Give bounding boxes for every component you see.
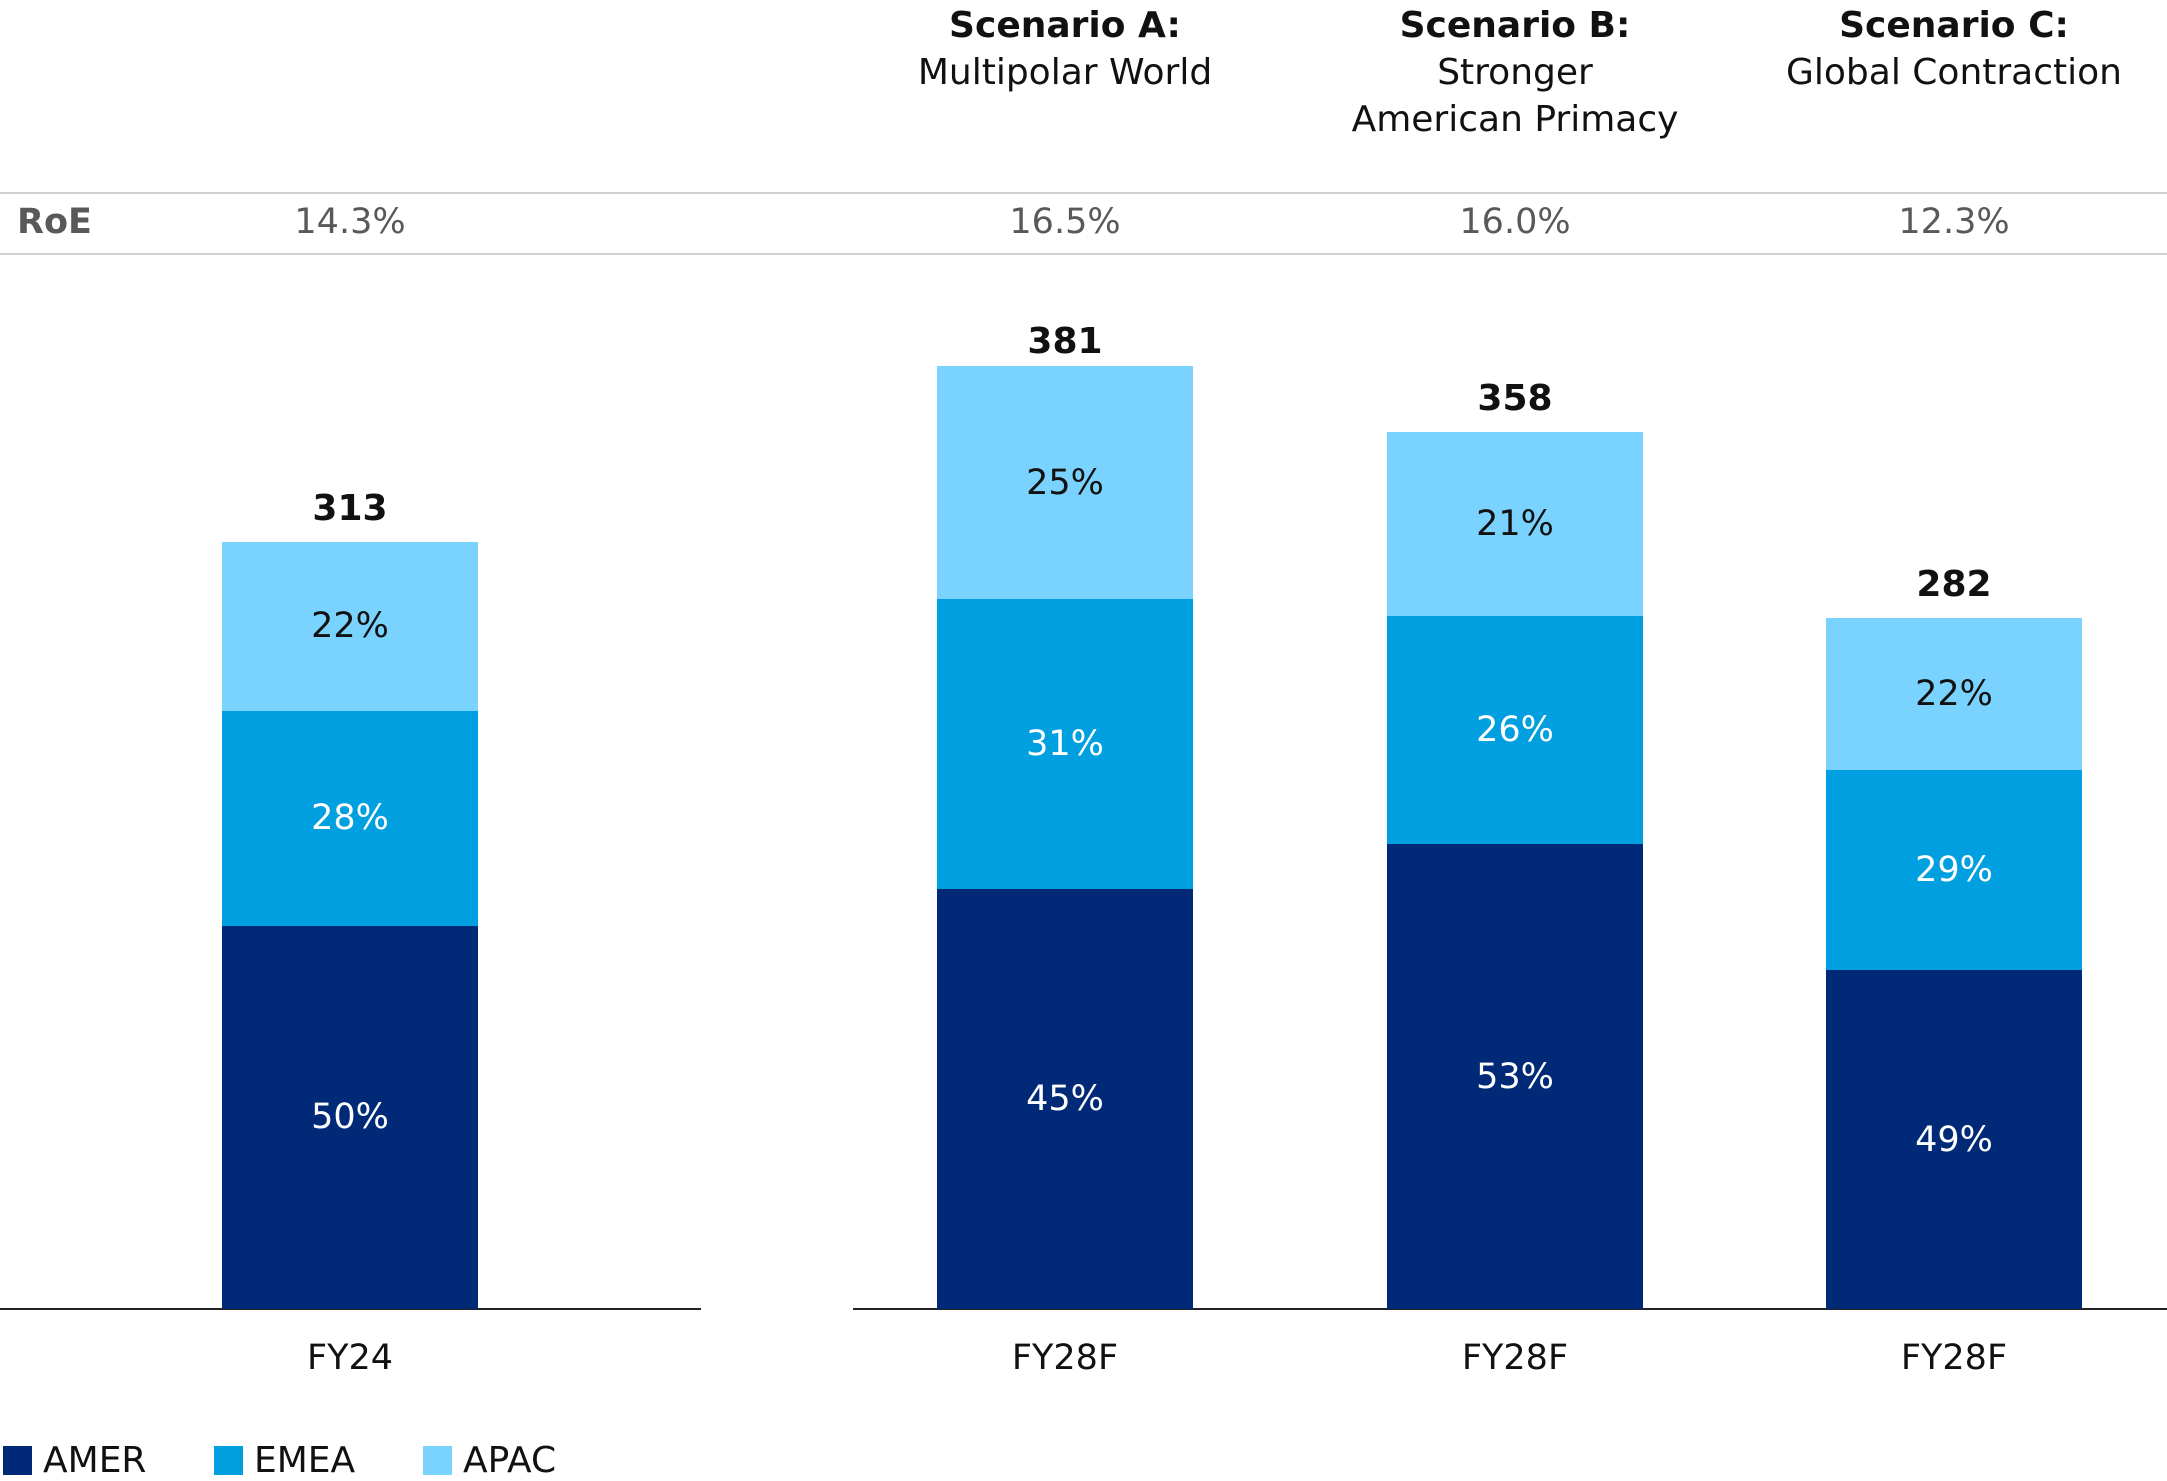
bar-segment-emea: 29% bbox=[1826, 770, 2082, 971]
bar-segment-emea: 31% bbox=[937, 599, 1193, 889]
segment-label: 28% bbox=[311, 798, 389, 839]
bar-segment-amer: 50% bbox=[222, 925, 478, 1309]
segment-label: 25% bbox=[1026, 462, 1104, 503]
scenario-title: Scenario A: bbox=[949, 5, 1181, 46]
roe-row-label: RoE bbox=[17, 202, 92, 242]
legend-label-amer: AMER bbox=[43, 1440, 147, 1481]
x-tick-label: FY24 bbox=[306, 1338, 394, 1378]
header-divider-top bbox=[0, 192, 2167, 194]
scenario-subtitle: Stronger American Primacy bbox=[1351, 52, 1679, 140]
x-tick-label: FY28F bbox=[1011, 1338, 1119, 1378]
bar-stack: 50% 28% 22% bbox=[222, 542, 478, 1309]
legend-swatch-amer bbox=[3, 1446, 32, 1475]
bar-segment-apac: 22% bbox=[1826, 617, 2082, 770]
legend-item-emea: EMEA bbox=[214, 1440, 355, 1481]
legend-swatch-apac bbox=[423, 1446, 452, 1475]
x-axis-line-right bbox=[853, 1308, 2167, 1310]
bar-stack: 53% 26% 21% bbox=[1387, 431, 1643, 1309]
bar-segment-apac: 22% bbox=[222, 542, 478, 711]
segment-label: 22% bbox=[1915, 673, 1993, 714]
roe-value: 16.0% bbox=[1459, 202, 1571, 242]
scenario-title: Scenario C: bbox=[1839, 5, 2069, 46]
legend-label-emea: EMEA bbox=[254, 1440, 356, 1481]
total-label: 358 bbox=[1477, 377, 1553, 419]
bar-segment-emea: 26% bbox=[1387, 615, 1643, 845]
total-label: 282 bbox=[1916, 563, 1992, 605]
scenario-header: Scenario C: Global Contraction bbox=[1786, 2, 2122, 96]
bar-segment-apac: 25% bbox=[937, 366, 1193, 600]
legend-swatch-emea bbox=[214, 1446, 243, 1475]
bar-segment-emea: 28% bbox=[222, 710, 478, 926]
segment-label: 49% bbox=[1915, 1119, 1993, 1160]
legend-item-amer: AMER bbox=[3, 1440, 146, 1481]
scenario-header: Scenario B: Stronger American Primacy bbox=[1352, 2, 1679, 143]
segment-label: 53% bbox=[1476, 1056, 1554, 1097]
roe-value: 14.3% bbox=[294, 202, 406, 242]
segment-label: 29% bbox=[1915, 850, 1993, 891]
roe-value: 16.5% bbox=[1009, 202, 1121, 242]
segment-label: 50% bbox=[311, 1097, 389, 1138]
segment-label: 26% bbox=[1476, 709, 1554, 750]
bar-stack: 45% 31% 25% bbox=[937, 366, 1193, 1309]
scenario-subtitle: Global Contraction bbox=[1786, 52, 2122, 93]
total-label: 381 bbox=[1027, 321, 1103, 363]
roe-value: 12.3% bbox=[1898, 202, 2010, 242]
header-divider-bottom bbox=[0, 253, 2167, 255]
total-label: 313 bbox=[312, 488, 388, 529]
segment-label: 22% bbox=[311, 606, 389, 647]
bar-segment-amer: 45% bbox=[937, 888, 1193, 1309]
bar-segment-apac: 21% bbox=[1387, 431, 1643, 616]
legend-item-apac: APAC bbox=[423, 1440, 556, 1481]
x-tick-label: FY28F bbox=[1900, 1338, 2008, 1378]
x-axis-line-left bbox=[0, 1308, 701, 1310]
segment-label: 31% bbox=[1026, 724, 1104, 765]
segment-label: 21% bbox=[1476, 503, 1554, 544]
scenario-title: Scenario B: bbox=[1399, 5, 1631, 46]
scenario-subtitle: Multipolar World bbox=[917, 52, 1213, 93]
bar-segment-amer: 53% bbox=[1387, 844, 1643, 1309]
scenario-header: Scenario A: Multipolar World bbox=[918, 2, 1212, 96]
legend-label-apac: APAC bbox=[463, 1440, 557, 1481]
bar-stack: 49% 29% 22% bbox=[1826, 617, 2082, 1309]
bar-segment-amer: 49% bbox=[1826, 970, 2082, 1309]
x-tick-label: FY28F bbox=[1461, 1338, 1569, 1378]
segment-label: 45% bbox=[1026, 1078, 1104, 1119]
